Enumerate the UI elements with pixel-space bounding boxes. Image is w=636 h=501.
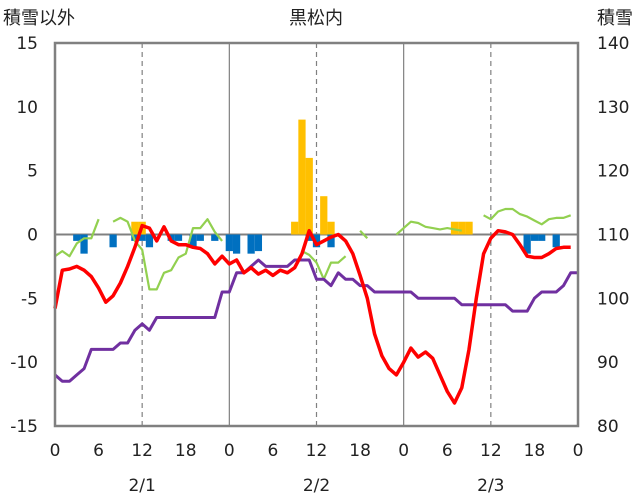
left-tick-label-0: 15 (16, 34, 38, 54)
x-tick-label-6: 12 (306, 441, 328, 461)
depth-change-bar-21 (552, 234, 560, 248)
x-tick-label-10: 12 (480, 441, 502, 461)
snowfall-bar-3 (298, 119, 306, 235)
snowfall-bar-8 (458, 221, 466, 235)
green-line-segment-1 (112, 216, 223, 291)
right-tick-label-3: 110 (597, 226, 629, 246)
snowfall-bar-0 (131, 221, 139, 235)
depth-change-bar-15 (305, 234, 313, 241)
depth-change-bar-5 (145, 234, 154, 248)
bars (73, 119, 560, 254)
x-tick-label-8: 0 (398, 441, 409, 461)
depth-change-bar-9 (196, 234, 204, 241)
depth-change-bar-13 (247, 234, 255, 254)
depth-change-bar-17 (327, 234, 335, 248)
right-axis-title: 積雪 (597, 8, 633, 29)
depth-change-bar-19 (530, 234, 539, 241)
x-axis-ticks: 0 6 12 18 0 6 12 18 0 6 12 18 0 (50, 441, 584, 461)
green-line-segment-0 (54, 218, 100, 258)
right-tick-label-0: 140 (597, 34, 629, 54)
snowfall-bar-2 (291, 221, 299, 235)
x-tick-label-3: 18 (175, 441, 197, 461)
date-label-2: 2/3 (477, 476, 504, 496)
snowfall-bar-4 (305, 157, 313, 235)
right-tick-label-6: 80 (597, 417, 619, 437)
snow-depth-line (54, 258, 578, 383)
left-tick-label-6: -15 (10, 417, 38, 437)
green-line-segment-5 (483, 207, 572, 226)
depth-change-bar-12 (232, 234, 241, 254)
x-tick-label-9: 6 (442, 441, 453, 461)
x-tick-label-4: 0 (224, 441, 235, 461)
snowfall-bar-7 (450, 221, 459, 235)
depth-change-bar-18 (523, 234, 531, 254)
x-tick-label-11: 18 (524, 441, 546, 461)
x-tick-label-1: 6 (93, 441, 104, 461)
depth-change-bar-20 (538, 234, 546, 241)
x-tick-label-12: 0 (573, 441, 584, 461)
depth-change-bar-4 (138, 234, 146, 241)
left-tick-label-3: 0 (27, 226, 38, 246)
left-tick-label-2: 5 (27, 162, 38, 182)
green-line-segment-3 (359, 229, 369, 240)
right-tick-label-1: 130 (597, 98, 629, 118)
right-tick-label-5: 90 (597, 353, 619, 373)
chart-title: 黒松内 (289, 8, 343, 29)
right-axis-ticks: 140 130 120 110 100 90 80 (597, 34, 629, 437)
date-labels: 2/1 2/2 2/3 (128, 476, 504, 496)
left-axis-title: 積雪以外 (3, 8, 75, 29)
snowfall-bar-5 (320, 196, 328, 235)
left-tick-label-1: 10 (16, 98, 38, 118)
date-label-0: 2/1 (128, 476, 155, 496)
x-tick-label-0: 0 (50, 441, 61, 461)
depth-change-bar-0 (73, 234, 81, 241)
depth-change-bar-16 (312, 234, 321, 248)
left-axis-ticks: 15 10 5 0 -5 -10 -15 (10, 34, 38, 437)
depth-change-bar-1 (80, 234, 88, 254)
right-tick-label-2: 120 (597, 162, 629, 182)
depth-change-bar-11 (225, 234, 233, 252)
depth-change-bar-7 (174, 234, 183, 241)
date-label-1: 2/2 (303, 476, 330, 496)
x-tick-label-5: 6 (268, 441, 279, 461)
right-tick-label-4: 100 (597, 289, 629, 309)
lines (53, 207, 578, 405)
plot-frame (53, 41, 580, 428)
depth-change-bar-14 (254, 234, 263, 252)
green-line-segment-4 (395, 220, 462, 236)
x-tick-label-2: 12 (131, 441, 153, 461)
temperature-line (53, 223, 571, 405)
depth-change-bar-8 (189, 234, 197, 248)
snowfall-bar-6 (327, 221, 335, 235)
depth-change-bar-10 (211, 234, 219, 241)
snowfall-bar-9 (465, 221, 473, 235)
left-tick-label-5: -10 (10, 353, 38, 373)
depth-change-bar-3 (131, 234, 139, 241)
left-tick-label-4: -5 (21, 289, 38, 309)
x-tick-label-7: 18 (349, 441, 371, 461)
depth-change-bar-2 (109, 234, 117, 248)
